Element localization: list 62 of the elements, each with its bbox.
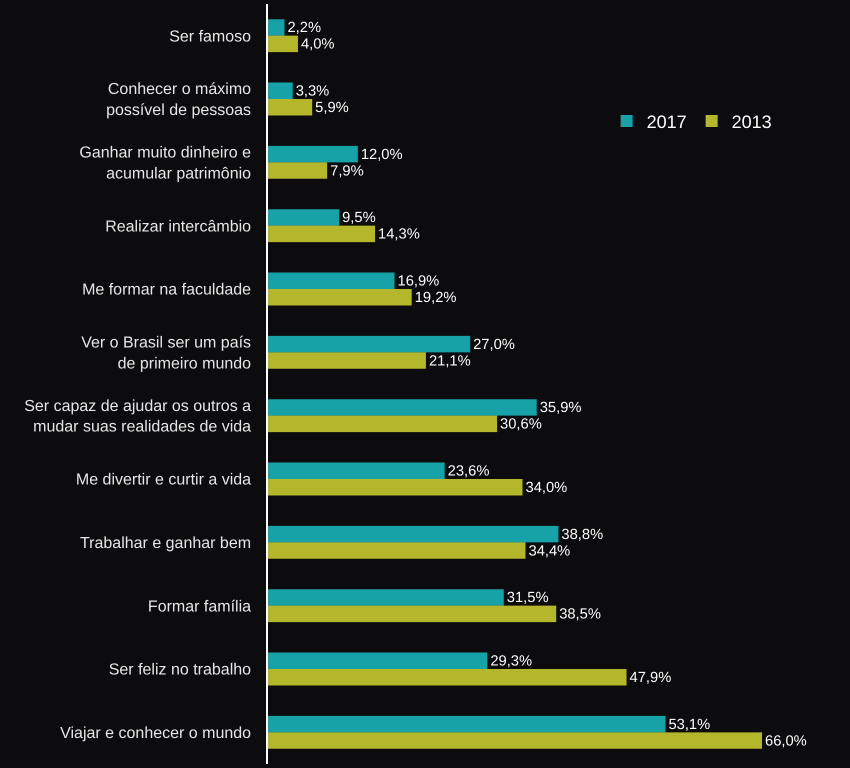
data-label: 27,0% (473, 336, 515, 353)
data-label: 2,2% (287, 20, 322, 36)
bar (268, 99, 312, 116)
bar (268, 209, 340, 226)
bar (268, 479, 522, 496)
bar (268, 526, 558, 542)
bar (268, 716, 666, 732)
bar (268, 162, 328, 179)
bar (268, 732, 762, 749)
y-tick-label: Me divertir e curtir a vida (76, 472, 252, 489)
bar (268, 146, 358, 162)
data-label: 66,0% (765, 733, 807, 750)
y-tick-label: Ser feliz no trabalho (108, 662, 252, 679)
y-tick-label: Trabalhar e ganhar bem (80, 534, 252, 552)
data-label: 14,3% (378, 226, 420, 243)
bar (268, 589, 504, 606)
bar (268, 226, 376, 242)
data-label: 4,0% (300, 36, 335, 53)
data-label: 34,4% (528, 543, 570, 560)
data-label: 29,3% (490, 654, 532, 670)
data-label: 21,1% (428, 353, 471, 370)
data-label: 16,9% (398, 274, 440, 290)
legend-label: 2013 (732, 112, 772, 132)
data-label: 19,2% (414, 290, 456, 306)
data-label: 47,9% (630, 670, 672, 686)
y-tick-label: Conhecer o máximo possível de pessoas (106, 81, 252, 119)
bar (268, 19, 284, 36)
data-label: 30,6% (500, 416, 542, 433)
data-label: 31,5% (506, 590, 549, 606)
y-tick-label: Realizar intercâmbio (105, 218, 252, 236)
data-label: 23,6% (448, 464, 490, 480)
y-tick-label: Ganhar muito dinheiro e acumular patrimônio (79, 144, 252, 182)
bar (268, 462, 445, 479)
data-label: 7,9% (330, 163, 364, 180)
bar (268, 399, 537, 416)
y-tick-label: Ver o Brasil ser um país de primeiro mundo (81, 334, 252, 372)
bar (268, 542, 526, 559)
bar (268, 416, 498, 432)
data-label: 12,0% (360, 146, 403, 163)
data-label: 38,5% (559, 606, 601, 623)
data-label: 5,9% (315, 100, 349, 116)
data-label: 35,9% (540, 400, 582, 416)
data-label: 53,1% (668, 716, 710, 733)
bar (268, 82, 293, 99)
y-tick-label: Formar família (148, 598, 252, 616)
y-tick-label: Me formar na faculdade (82, 282, 252, 299)
bar (268, 272, 394, 289)
y-tick-label: Viajar e conhecer o mundo (60, 724, 252, 742)
bar (268, 289, 412, 306)
bar (268, 352, 426, 369)
legend-label: 2017 (646, 112, 687, 132)
data-label: 34,0% (526, 480, 568, 496)
bar (268, 36, 298, 52)
bar (268, 606, 556, 622)
bar (268, 336, 470, 352)
y-tick-label: Ser capaz de ajudar os outros a mudar suas realidades de vida (24, 398, 252, 436)
data-label: 9,5% (342, 210, 376, 226)
y-tick-label: Ser famoso (169, 28, 252, 46)
data-label: 38,8% (561, 526, 604, 543)
bar (268, 652, 488, 669)
data-label: 3,3% (296, 84, 330, 100)
bar (268, 669, 627, 686)
